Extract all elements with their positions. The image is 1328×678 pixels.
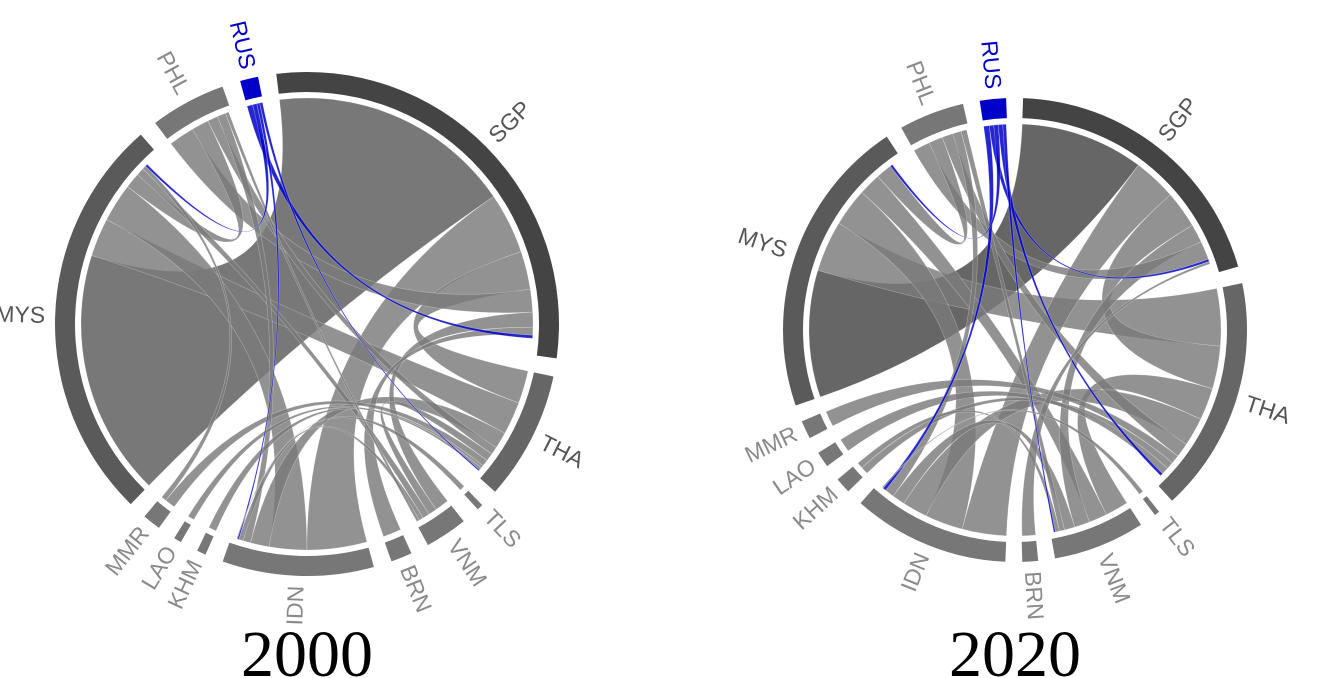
chord-tha-phl: [941, 133, 1187, 457]
sector-arc-vnm-2000: [418, 505, 464, 546]
sector-arc-idn-2000: [222, 542, 374, 576]
sector-arc-idn-2020: [860, 488, 1007, 562]
sector-arc-vnm-2020: [1051, 507, 1142, 559]
chord-tha-lao: [187, 405, 482, 521]
sector-arc-brn-2020: [1021, 540, 1039, 562]
chord-tha-phl: [207, 116, 497, 455]
chord-rus-mys: [889, 124, 1001, 240]
sector-label-tha-2020: THA: [1242, 390, 1294, 429]
chord-mys-phl: [877, 136, 968, 245]
sector-arc-mmr-2000: [144, 501, 171, 528]
sector-label-idn-2000: IDN: [281, 585, 308, 626]
sector-arc-khm-2020: [837, 466, 863, 492]
chord-brn-sgp: [1021, 261, 1211, 537]
sector-label-vnm-2000: VNM: [443, 534, 493, 591]
sector-arc-tha-2000: [480, 372, 554, 492]
chord-sgp-phl: [170, 128, 534, 314]
chord-sgp-vnm: [388, 311, 534, 510]
sector-arc-lao-2000: [174, 521, 191, 543]
sector-arc-mmr-2020: [801, 413, 828, 439]
chord-idn-phl: [216, 112, 274, 544]
chord-rus-tha: [259, 102, 481, 472]
sector-arc-tha-2020: [1158, 283, 1247, 501]
chord-rus-vnm: [1002, 123, 1056, 533]
sector-label-phl-2020: PHL: [901, 57, 941, 108]
sector-label-mys-2000: MYS: [0, 301, 46, 328]
chord-sgp-phl: [913, 142, 1209, 280]
year-label-2000: 2000: [241, 618, 373, 678]
chord-mys-idn: [838, 191, 976, 530]
sector-arc-mys-2020: [783, 136, 898, 406]
sector-arc-brn-2000: [384, 535, 412, 562]
sector-label-sgp-2000: SGP: [483, 95, 536, 148]
sector-arc-phl-2020: [901, 103, 968, 146]
chord-tha-vnm: [380, 401, 493, 515]
sector-label-brn-2000: BRN: [395, 561, 437, 616]
sector-arc-sgp-2020: [1022, 98, 1239, 273]
chord-sgp-brn: [363, 327, 534, 538]
chord-tls-idn: [881, 409, 1144, 495]
sector-arc-rus-2020: [979, 98, 1007, 121]
chord-mys-mmr: [142, 165, 232, 501]
sector-label-tls-2020: TLS: [1154, 512, 1200, 561]
chord-mys-idn: [106, 186, 308, 551]
sector-arc-tls-2020: [1142, 496, 1160, 516]
year-label-2020: 2020: [949, 618, 1081, 678]
sector-label-sgp-2020: SGP: [1152, 92, 1202, 146]
chords-2000: [80, 97, 534, 551]
chord-tls-idn: [236, 416, 465, 540]
sector-arc-rus-2000: [240, 76, 262, 101]
chords-2020: [808, 123, 1222, 537]
chord-sgp-tha: [1101, 194, 1221, 390]
sector-arc-lao-2020: [818, 442, 844, 467]
chord-idn-vnm: [892, 419, 1076, 531]
sector-arc-mys-2000: [55, 134, 154, 505]
sector-label-tls-2000: TLS: [479, 504, 527, 553]
sector-label-mys-2020: MYS: [735, 222, 791, 263]
chord-tha-lao: [840, 390, 1169, 475]
sector-label-brn-2020: BRN: [1020, 570, 1049, 620]
sector-label-rus-2020: RUS: [976, 39, 1007, 90]
sector-label-rus-2000: RUS: [225, 18, 261, 71]
chord-rus-idn: [236, 102, 280, 540]
chord-tha-mmr: [825, 379, 1179, 464]
sector-label-vnm-2020: VNM: [1093, 550, 1136, 607]
chord-rus-idn: [882, 125, 994, 491]
sector-label-idn-2020: IDN: [895, 549, 934, 595]
chord-phl-vnm: [224, 111, 420, 522]
sector-arc-tls-2000: [464, 490, 483, 510]
sector-arc-phl-2000: [155, 86, 230, 139]
chord-vnm-khm: [857, 409, 1060, 533]
chord-mys-vnm: [861, 175, 1107, 523]
sector-arc-khm-2000: [197, 532, 214, 555]
sector-label-tha-2000: THA: [536, 429, 589, 473]
chord-rus-mys: [145, 103, 269, 233]
sector-label-mmr-2020: MMR: [741, 421, 802, 468]
chord-idn-vnm: [238, 426, 424, 542]
sector-label-phl-2000: PHL: [152, 47, 196, 99]
chord-sgp-idn: [961, 164, 1171, 537]
